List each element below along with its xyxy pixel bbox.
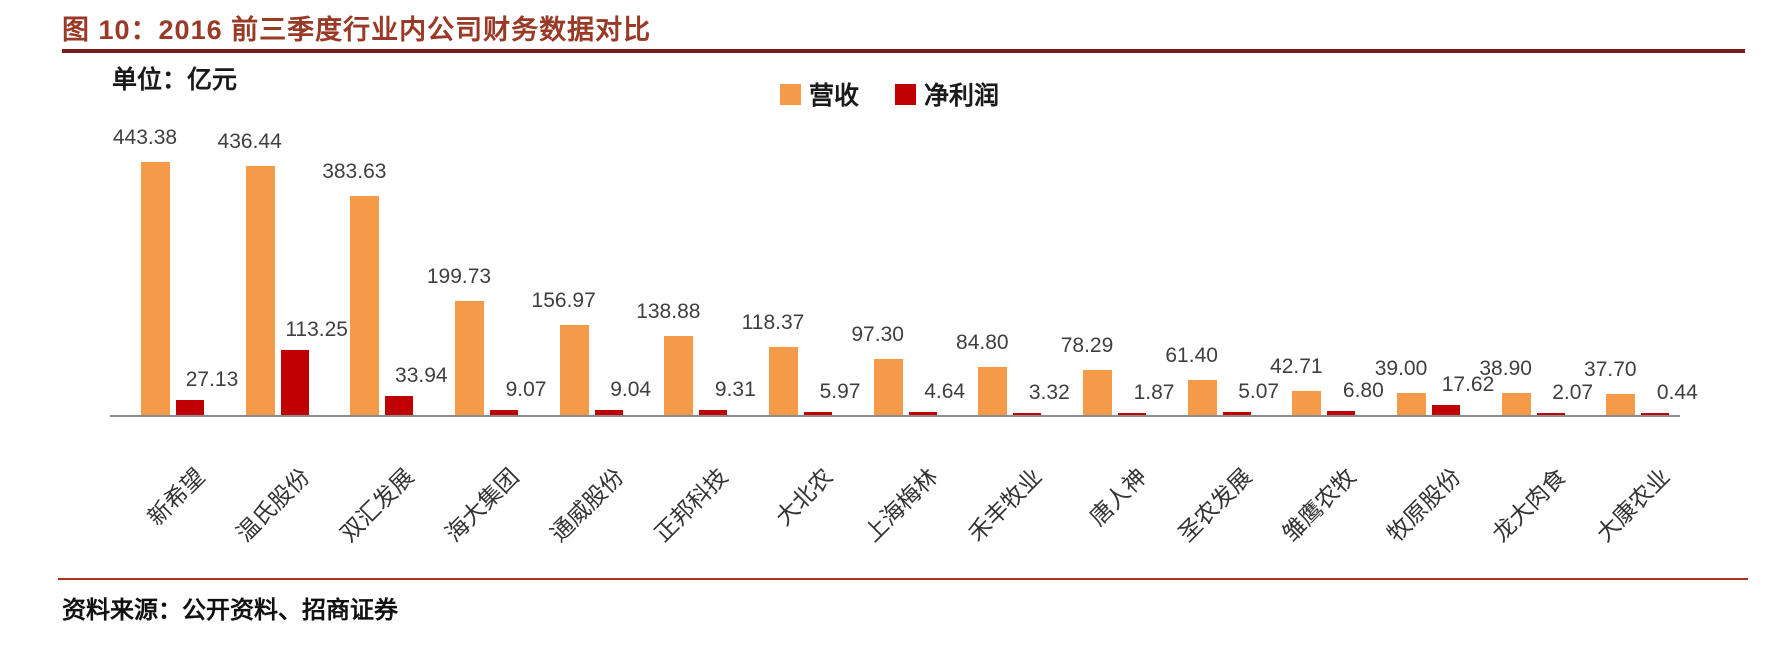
revenue-bar: [1292, 390, 1322, 415]
net-profit-value-label: 1.87: [1133, 380, 1175, 404]
net-profit-bar: [490, 409, 518, 415]
x-axis-label: 温氏股份: [230, 463, 315, 547]
revenue-value-label: 436.44: [217, 129, 282, 153]
figure-title: 图 10：2016 前三季度行业内公司财务数据对比: [62, 15, 652, 45]
x-axis-label: 海大集团: [440, 463, 524, 547]
net-profit-value-label: 0.44: [1656, 380, 1698, 404]
net-profit-bar: [280, 350, 309, 415]
net-profit-bar: [1327, 411, 1356, 415]
net-profit-value-label: 5.07: [1238, 380, 1280, 404]
x-axis-label: 上海梅林: [858, 463, 943, 547]
revenue-value-label: 61.40: [1165, 343, 1218, 367]
x-axis-label: 双汇发展: [335, 463, 419, 547]
x-axis-line: [110, 415, 1680, 417]
x-axis-label: 禾丰牧业: [963, 463, 1047, 547]
net-profit-value-label: 6.80: [1342, 379, 1384, 403]
revenue-bar: [978, 366, 1008, 415]
net-profit-bar: [1641, 412, 1670, 415]
revenue-bar: [1187, 379, 1217, 415]
revenue-value-label: 37.70: [1584, 357, 1637, 381]
revenue-bar: [1501, 392, 1531, 415]
x-axis-label: 龙大肉食: [1486, 463, 1571, 547]
x-axis-label: 新希望: [142, 463, 210, 531]
revenue-bar: [664, 335, 694, 415]
net-profit-bar: [908, 412, 937, 415]
net-profit-value-label: 4.64: [924, 380, 966, 404]
revenue-value-label: 84.80: [956, 330, 1009, 354]
net-profit-bar: [1222, 412, 1251, 415]
net-profit-swatch-icon: [895, 83, 917, 105]
chart-legend: 营收 净利润: [780, 76, 999, 112]
legend-revenue-label: 营收: [809, 82, 860, 110]
legend-item-net-profit: 净利润: [895, 76, 999, 112]
revenue-value-label: 156.97: [531, 289, 596, 313]
revenue-bar: [873, 359, 903, 415]
footer-rule: [58, 578, 1748, 580]
net-profit-value-label: 9.07: [505, 377, 547, 401]
x-axis-label: 通威股份: [544, 463, 629, 547]
net-profit-value-label: 27.13: [185, 367, 239, 391]
net-profit-bar: [1536, 412, 1565, 415]
net-profit-value-label: 33.94: [395, 363, 448, 387]
x-axis-labels: 新希望 温氏股份 双汇发展 海大集团 通威股份 正邦科技 大北农 上海梅林 禾丰牧业 唐人神 圣农发…: [110, 419, 1680, 569]
net-profit-bar: [804, 411, 832, 415]
x-axis-label: 唐人神: [1084, 463, 1152, 531]
x-axis-label: 雏鹰农牧: [1277, 463, 1361, 547]
net-profit-value-label: 3.32: [1028, 380, 1070, 404]
revenue-value-label: 42.71: [1270, 354, 1323, 378]
revenue-value-label: 383.63: [322, 160, 387, 184]
revenue-bar: [1397, 392, 1426, 415]
net-profit-value-label: 17.62: [1441, 372, 1495, 396]
plot-area: 443.38 27.13 436.44 113.25 383.63 33.94 199.73…: [110, 126, 1698, 415]
revenue-bar: [769, 347, 798, 415]
net-profit-bar: [699, 409, 728, 415]
net-profit-bar: [1013, 412, 1042, 415]
net-profit-bar: [594, 409, 623, 415]
legend-net-profit-label: 净利润: [924, 82, 1000, 110]
x-axis-label: 牧原股份: [1382, 463, 1466, 547]
revenue-value-label: 97.30: [851, 323, 904, 347]
x-axis-label: 圣农发展: [1172, 463, 1257, 547]
net-profit-value-label: 5.97: [819, 379, 861, 403]
revenue-bar: [1606, 393, 1636, 415]
net-profit-value-label: 113.25: [285, 318, 348, 342]
revenue-bar: [1083, 370, 1112, 415]
revenue-value-label: 78.29: [1060, 334, 1114, 358]
net-profit-bar: [1118, 412, 1146, 415]
revenue-value-label: 443.38: [112, 126, 178, 149]
source-note: 资料来源：公开资料、招商证券: [62, 595, 398, 624]
revenue-bar: [141, 162, 170, 415]
revenue-value-label: 199.73: [426, 265, 492, 289]
revenue-value-label: 118.37: [741, 311, 805, 335]
revenue-bar: [245, 165, 275, 415]
unit-label: 单位：亿元: [112, 66, 238, 94]
title-rule: [62, 49, 1745, 53]
revenue-value-label: 38.90: [1479, 356, 1532, 380]
revenue-bar: [455, 301, 484, 415]
revenue-bar: [350, 196, 380, 415]
net-profit-bar: [385, 395, 414, 415]
legend-item-revenue: 营收: [780, 76, 859, 112]
net-profit-value-label: 2.07: [1552, 380, 1594, 404]
net-profit-value-label: 9.04: [610, 377, 652, 401]
x-axis-label: 大北农: [770, 463, 838, 531]
net-profit-bar: [1432, 404, 1460, 415]
revenue-swatch-icon: [780, 83, 801, 105]
revenue-bar: [559, 325, 589, 415]
net-profit-value-label: 9.31: [714, 377, 756, 401]
revenue-value-label: 138.88: [636, 299, 701, 323]
revenue-value-label: 39.00: [1374, 356, 1428, 380]
x-axis-label: 大康农业: [1591, 463, 1675, 547]
x-axis-label: 正邦科技: [649, 463, 733, 547]
net-profit-bar: [176, 399, 204, 415]
